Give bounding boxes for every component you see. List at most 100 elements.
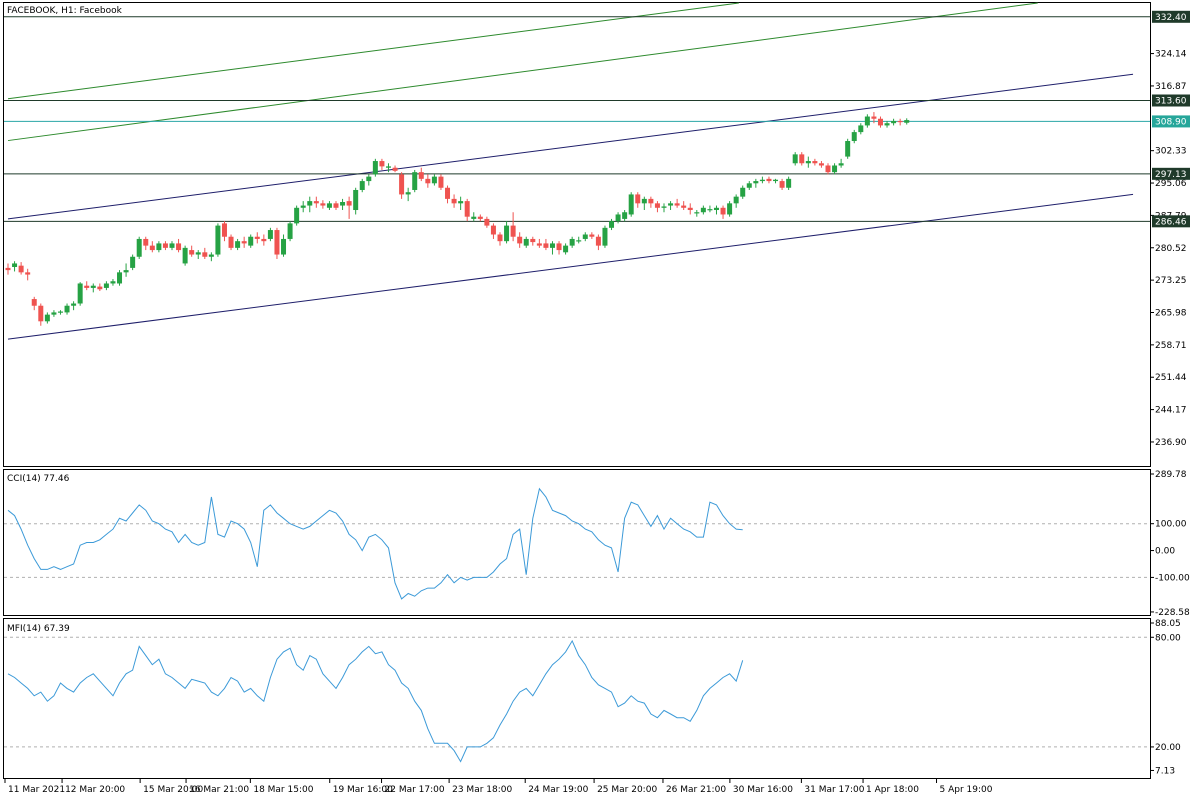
candle — [556, 241, 562, 255]
candle-body — [215, 225, 221, 255]
candle — [294, 205, 300, 226]
candle-body — [281, 238, 287, 255]
indicator-tick-label: 20.00 — [1155, 743, 1181, 753]
mfi-series-line — [7, 639, 744, 763]
candle-body — [877, 118, 883, 126]
candle-body — [333, 203, 339, 208]
candle — [648, 196, 654, 208]
candle — [399, 172, 405, 199]
candle — [425, 174, 431, 188]
candle-body — [720, 207, 726, 215]
trendline[interactable] — [7, 2, 1038, 142]
candle — [681, 201, 687, 211]
cci-series-line — [7, 487, 743, 600]
candle — [431, 174, 437, 186]
time-tick-label: 24 Mar 19:00 — [528, 785, 588, 795]
candle-body — [818, 163, 824, 166]
time-tick-label: 31 Mar 17:00 — [804, 785, 864, 795]
candle-body — [779, 181, 785, 188]
candle-body — [182, 247, 188, 264]
time-tick-label: 1 Apr 18:00 — [866, 785, 919, 795]
candle — [215, 223, 221, 257]
candle — [202, 247, 208, 259]
candle-body — [615, 214, 621, 222]
level-label-box — [1152, 94, 1190, 107]
candle-body — [110, 281, 116, 284]
candle — [543, 238, 549, 251]
candle-body — [582, 234, 588, 239]
candle-body — [77, 283, 83, 304]
level-label: 308.90 — [1155, 117, 1187, 127]
mfi-line — [7, 639, 744, 763]
horizontal-levels — [4, 16, 1150, 222]
candle-body — [431, 176, 437, 184]
candle — [490, 223, 496, 239]
candle-body — [399, 174, 405, 195]
time-tick-label: 30 Mar 16:00 — [733, 785, 793, 795]
candle-body — [753, 181, 759, 184]
indicator-tick-label: 80.00 — [1155, 633, 1181, 643]
candle — [687, 203, 693, 215]
candle — [832, 163, 838, 175]
price-tick-label: 244.17 — [1155, 406, 1187, 416]
candle-body — [549, 243, 555, 248]
price-tick-label: 316.87 — [1155, 82, 1187, 92]
candle-body — [451, 198, 457, 204]
level-label: 313.60 — [1155, 96, 1187, 106]
level-label-box — [1152, 215, 1190, 228]
indicator-tick-label: 100.00 — [1155, 520, 1187, 530]
trendline[interactable] — [7, 2, 739, 100]
trendline[interactable] — [7, 193, 1134, 340]
candle-body — [228, 236, 234, 248]
candle — [851, 129, 857, 144]
candle-body — [340, 202, 346, 206]
candle — [169, 241, 175, 251]
indicator-tick-label: -100.00 — [1155, 573, 1190, 583]
candle-body — [687, 207, 693, 211]
mfi-levels — [4, 636, 1150, 748]
candle — [5, 263, 11, 275]
time-tick-label: 15 Mar 20:00 — [143, 785, 203, 795]
price-tick-label: 324.14 — [1155, 50, 1187, 60]
mfi-label: MFI(14) 67.39 — [7, 624, 70, 634]
candle-body — [359, 181, 365, 190]
price-tick-label: 251.44 — [1155, 373, 1187, 383]
candle — [641, 196, 647, 211]
time-tick-label: 19 Mar 16:00 — [333, 785, 393, 795]
candle — [458, 196, 464, 211]
candle-body — [294, 207, 300, 224]
candle-body — [838, 163, 844, 166]
candle-body — [700, 207, 706, 213]
candle — [694, 210, 700, 217]
candle-body — [392, 167, 398, 171]
candle-body — [871, 116, 877, 119]
candle-body — [681, 205, 687, 208]
candle-body — [274, 230, 280, 255]
candle — [510, 212, 516, 242]
candle — [359, 178, 365, 193]
candle — [208, 252, 214, 262]
candle — [549, 241, 555, 255]
candle — [720, 205, 726, 219]
candle — [248, 234, 254, 248]
candle-body — [812, 161, 818, 164]
candle — [668, 201, 674, 211]
candle — [281, 234, 287, 257]
price-tick-label: 236.90 — [1155, 438, 1187, 448]
level-label: 286.46 — [1155, 217, 1187, 227]
candle-body — [353, 189, 359, 211]
candle — [313, 196, 319, 208]
candle — [582, 232, 588, 242]
candle — [602, 225, 608, 248]
trendline[interactable] — [7, 73, 1134, 220]
candle-body — [609, 221, 615, 228]
candle — [740, 185, 746, 199]
candle — [536, 238, 542, 248]
candle-body — [18, 265, 24, 273]
candle — [609, 218, 615, 231]
candle — [366, 174, 372, 186]
candle — [877, 116, 883, 128]
candle-body — [799, 154, 805, 164]
candle-body — [628, 194, 634, 215]
